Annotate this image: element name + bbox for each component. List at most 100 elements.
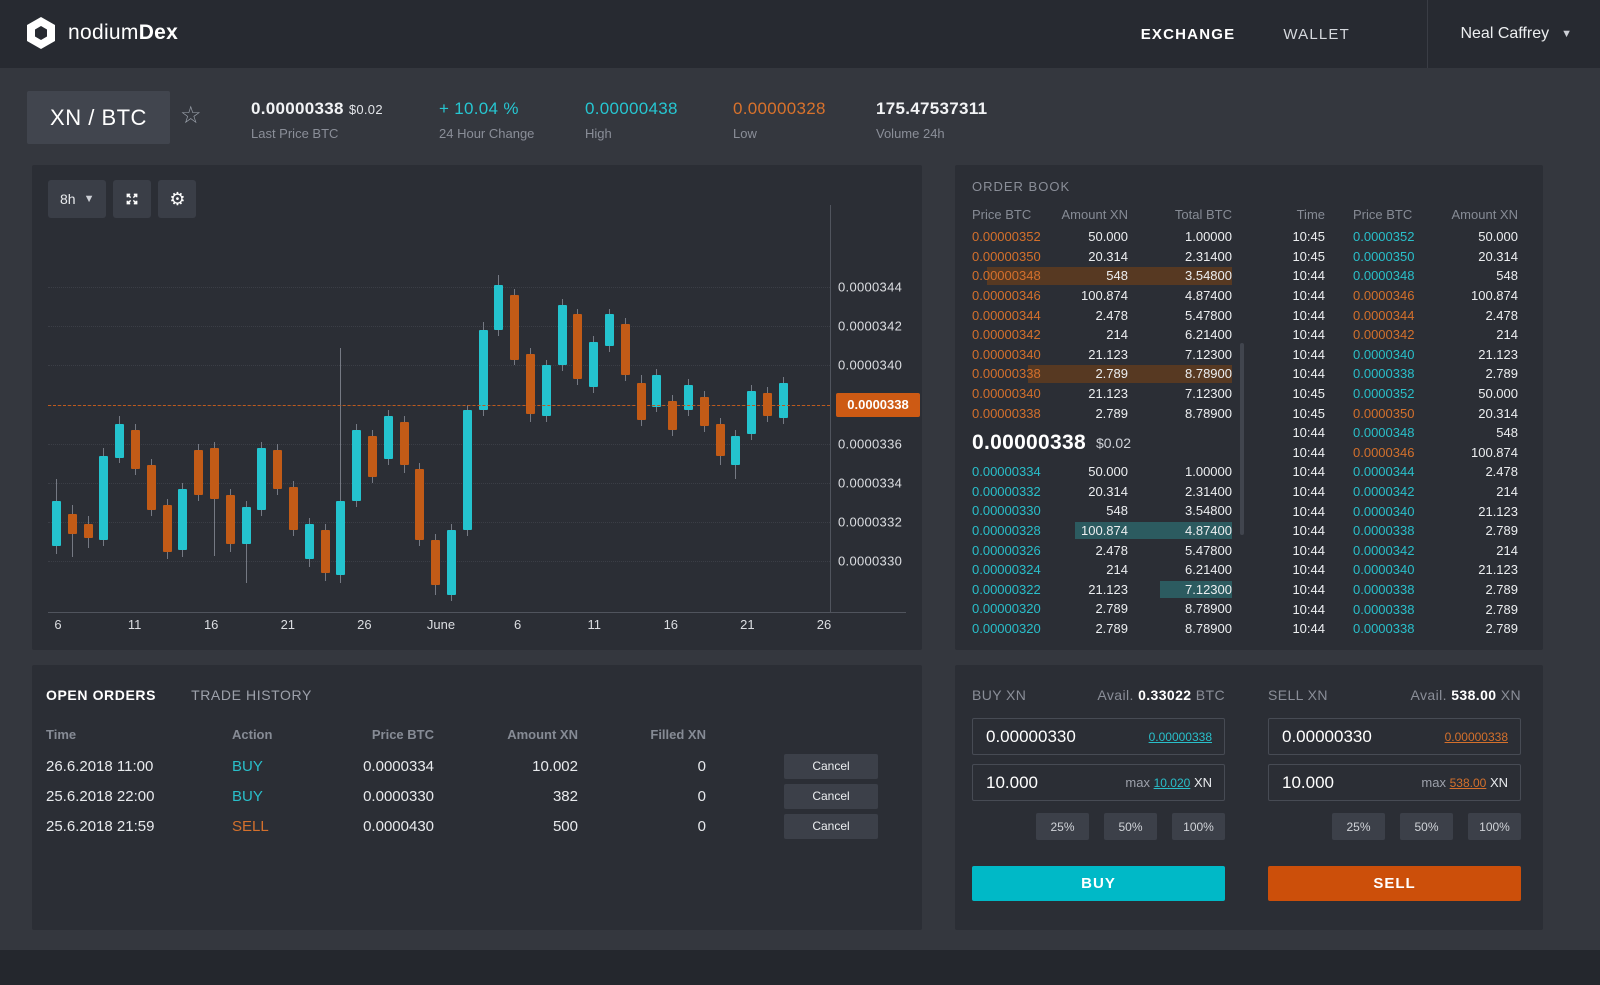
order-book-buy-row[interactable]: 0.00000330 548 3.54800 xyxy=(972,503,1232,519)
cancel-order-button[interactable]: Cancel xyxy=(784,753,878,779)
chart-x-axis xyxy=(48,612,906,613)
order-book-sell-row[interactable]: 0.00000346 100.874 4.87400 xyxy=(972,288,1232,304)
sell-price-input[interactable] xyxy=(1269,726,1445,747)
candle-up xyxy=(447,530,456,595)
candle-down xyxy=(273,449,283,489)
trade-history-row: 10:44 0.0000342 214 xyxy=(1292,327,1518,343)
sell-100pct-button[interactable]: 100% xyxy=(1468,813,1521,840)
candle-up xyxy=(778,383,788,419)
sell-use-best-price-link[interactable]: 0.00000338 xyxy=(1444,729,1508,744)
chart-x-tick-label: 21 xyxy=(280,617,296,632)
buy-form: BUY XN Avail. 0.33022 BTC 0.00000338 max… xyxy=(972,665,1225,930)
depth-bar xyxy=(1028,365,1232,383)
buy-amount-input[interactable] xyxy=(973,772,1126,793)
order-book-panel: ORDER BOOK Price BTC Amount XN Total BTC… xyxy=(955,165,1543,650)
chart-panel: 0.0000344 0.0000342 0.0000340 0.0000336 0.00… xyxy=(32,165,922,650)
order-book-buy-row[interactable]: 0.00000326 2.478 5.47800 xyxy=(972,542,1232,558)
buy-max-amount: max 10.020 XN xyxy=(1125,775,1212,790)
buy-percent-buttons: 25% 50% 100% xyxy=(1036,813,1225,840)
candle-down xyxy=(210,447,219,499)
pair-selector[interactable]: XN / BTC xyxy=(27,91,170,144)
candle-down xyxy=(636,383,646,421)
candle-up xyxy=(115,424,125,458)
chart-gridline xyxy=(48,522,830,524)
chart-x-tick-label: 26 xyxy=(816,617,832,632)
order-book-left-header: Price BTC Amount XN Total BTC xyxy=(972,207,1232,222)
trade-panel: BUY XN Avail. 0.33022 BTC 0.00000338 max… xyxy=(955,665,1543,930)
nav-wallet[interactable]: WALLET xyxy=(1283,25,1350,43)
order-book-buy-row[interactable]: 0.00000332 20.314 2.31400 xyxy=(972,483,1232,499)
nav-exchange[interactable]: EXCHANGE xyxy=(1140,25,1236,43)
order-book-buy-row[interactable]: 0.00000320 2.789 8.78900 xyxy=(972,621,1232,637)
sell-25pct-button[interactable]: 25% xyxy=(1332,813,1385,840)
order-book-sell-row[interactable]: 0.00000352 50.000 1.00000 xyxy=(972,229,1232,245)
user-name: Neal Caffrey xyxy=(1460,25,1550,42)
fullscreen-button[interactable] xyxy=(113,180,152,218)
order-book-buy-row[interactable]: 0.00000328 100.874 4.87400 xyxy=(972,521,1232,540)
order-book-sell-row[interactable]: 0.00000342 214 6.21400 xyxy=(972,327,1232,343)
trade-history-row: 10:44 0.0000344 2.478 xyxy=(1292,464,1518,480)
buy-price-input[interactable] xyxy=(973,726,1149,747)
buy-50pct-button[interactable]: 50% xyxy=(1104,813,1157,840)
candle-up xyxy=(352,430,362,501)
trade-history-row: 10:44 0.0000338 2.789 xyxy=(1292,581,1518,597)
order-book-buys: 0.00000334 50.000 1.00000 0.00000332 20.314 2… xyxy=(955,462,1249,638)
candle-up xyxy=(241,506,251,544)
chart-x-tick-label: 11 xyxy=(587,617,601,632)
sell-amount-input[interactable] xyxy=(1269,772,1422,793)
chart-settings-button[interactable]: ⚙ xyxy=(158,180,197,218)
trade-history-row: 10:44 0.0000338 2.789 xyxy=(1292,621,1518,637)
sell-max-link[interactable]: 538.00 xyxy=(1449,776,1487,790)
stat-24h-change: + 10.04 % 24 Hour Change xyxy=(439,99,535,141)
trade-history-row: 10:44 0.0000346 100.874 xyxy=(1292,288,1518,304)
candle-up xyxy=(462,410,472,531)
buy-100pct-button[interactable]: 100% xyxy=(1172,813,1225,840)
order-book-sell-row[interactable]: 0.00000350 20.314 2.31400 xyxy=(972,248,1232,264)
candle-up xyxy=(494,285,504,331)
chart-x-tick-label: June xyxy=(426,617,456,632)
order-book-sell-row[interactable]: 0.00000344 2.478 5.47800 xyxy=(972,307,1232,323)
tab-open-orders[interactable]: OPEN ORDERS xyxy=(46,687,157,703)
trade-history-row: 10:44 0.0000346 100.874 xyxy=(1292,444,1518,460)
order-book-sell-row[interactable]: 0.00000348 548 3.54800 xyxy=(972,267,1232,285)
open-order-row: 26.6.2018 11:00 BUY 0.0000334 10.002 0 Cancel xyxy=(32,751,922,781)
sell-50pct-button[interactable]: 50% xyxy=(1400,813,1453,840)
favorite-star-icon[interactable]: ☆ xyxy=(180,102,202,129)
sell-percent-buttons: 25% 50% 100% xyxy=(1332,813,1521,840)
cancel-order-button[interactable]: Cancel xyxy=(784,813,878,839)
current-price-line xyxy=(48,404,830,406)
trade-history-row: 10:44 0.0000340 21.123 xyxy=(1292,562,1518,578)
user-menu[interactable]: Neal Caffrey ▼ xyxy=(1460,0,1572,68)
tab-trade-history[interactable]: TRADE HISTORY xyxy=(191,687,312,703)
order-book-sell-row[interactable]: 0.00000340 21.123 7.12300 xyxy=(972,346,1232,362)
timeframe-dropdown[interactable]: 8h ▼ xyxy=(48,180,107,218)
order-book-sell-row[interactable]: 0.00000338 2.789 8.78900 xyxy=(972,365,1232,383)
order-book-sell-row[interactable]: 0.00000340 21.123 7.12300 xyxy=(972,386,1232,402)
order-book-sell-row[interactable]: 0.00000338 2.789 8.78900 xyxy=(972,405,1232,421)
buy-max-link[interactable]: 10.020 xyxy=(1153,776,1191,790)
order-book-buy-row[interactable]: 0.00000334 50.000 1.00000 xyxy=(972,464,1232,480)
trade-history-row: 10:44 0.0000342 214 xyxy=(1292,542,1518,558)
trade-history-row: 10:44 0.0000344 2.478 xyxy=(1292,307,1518,323)
order-book-buy-row[interactable]: 0.00000320 2.789 8.78900 xyxy=(972,601,1232,617)
order-book-buy-row[interactable]: 0.00000324 214 6.21400 xyxy=(972,562,1232,578)
stat-volume: 175.47537311 Volume 24h xyxy=(876,99,988,141)
buy-25pct-button[interactable]: 25% xyxy=(1036,813,1089,840)
order-book-sells: 0.00000352 50.000 1.00000 0.00000350 20.314 2… xyxy=(955,227,1249,423)
trade-history-row: 10:44 0.0000342 214 xyxy=(1292,484,1518,500)
cancel-order-button[interactable]: Cancel xyxy=(784,783,878,809)
nodiumdex-logo-icon xyxy=(27,17,55,49)
candle-down xyxy=(399,422,409,466)
sell-submit-button[interactable]: SELL xyxy=(1268,866,1521,901)
candle-up xyxy=(589,341,599,387)
chart-gridline xyxy=(48,326,830,328)
chart-y-tick-label: 0.0000336 xyxy=(838,436,903,452)
candle-down xyxy=(146,465,156,511)
buy-submit-button[interactable]: BUY xyxy=(972,866,1225,901)
order-book-scrollbar[interactable] xyxy=(1240,343,1244,535)
candle-up xyxy=(652,375,662,407)
depth-bar xyxy=(1160,580,1232,599)
buy-use-best-price-link[interactable]: 0.00000338 xyxy=(1148,729,1212,744)
order-book-buy-row[interactable]: 0.00000322 21.123 7.12300 xyxy=(972,580,1232,599)
chart-y-tick-label: 0.0000342 xyxy=(838,318,903,334)
